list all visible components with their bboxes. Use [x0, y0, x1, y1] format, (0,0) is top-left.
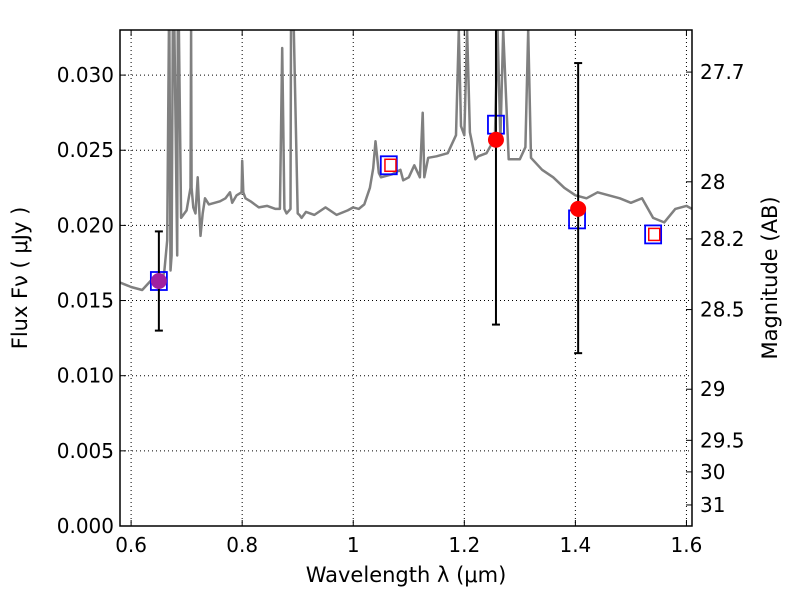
- model-photometry-square: [379, 155, 398, 176]
- y-axis-label: Flux Fν ( μJy ): [8, 207, 32, 350]
- right-tick-label: 30: [700, 460, 725, 484]
- y-tick-label: 0.005: [57, 439, 114, 463]
- y-tick-label: 0.020: [57, 213, 114, 237]
- x-tick-label: 1.2: [448, 533, 480, 557]
- right-tick-label: 28.2: [700, 227, 745, 251]
- x-tick-label: 1.6: [671, 533, 703, 557]
- x-tick-label: 1: [347, 533, 360, 557]
- observed-flux-point: [487, 131, 504, 148]
- y-tick-label: 0.025: [57, 138, 114, 162]
- right-tick-label: 29: [700, 377, 725, 401]
- y-tick-label: 0.030: [57, 63, 114, 87]
- right-tick-label: 27.7: [700, 60, 745, 84]
- y-tick-label: 0.015: [57, 289, 114, 313]
- upper-limit-square: [384, 158, 397, 173]
- y-tick-label: 0.010: [57, 364, 114, 388]
- right-tick-label: 28.5: [700, 298, 745, 322]
- observed-flux-point: [150, 273, 167, 290]
- data-layer: [120, 30, 692, 355]
- upper-limit-square: [647, 227, 661, 242]
- x-axis-label: Wavelength λ (μm): [306, 563, 507, 587]
- y-tick-label: 0.000: [57, 514, 114, 538]
- x-tick-label: 0.8: [226, 533, 258, 557]
- right-tick-label: 28: [700, 170, 725, 194]
- x-tick-label: 1.4: [559, 533, 591, 557]
- model-photometry-square: [644, 224, 663, 245]
- spectrum-line: [120, 30, 692, 292]
- right-axis-label: Magnitude (AB): [758, 196, 782, 359]
- observed-flux-point: [570, 200, 587, 217]
- plot-frame: [119, 29, 693, 527]
- right-tick-label: 31: [700, 493, 725, 517]
- x-tick-label: 0.6: [115, 533, 147, 557]
- right-tick-label: 29.5: [700, 428, 745, 452]
- ticks: 0.6 0.8 1 1.2 1.4 1.6 0.000 0.005 0.010 0.015 0.02…: [57, 30, 745, 557]
